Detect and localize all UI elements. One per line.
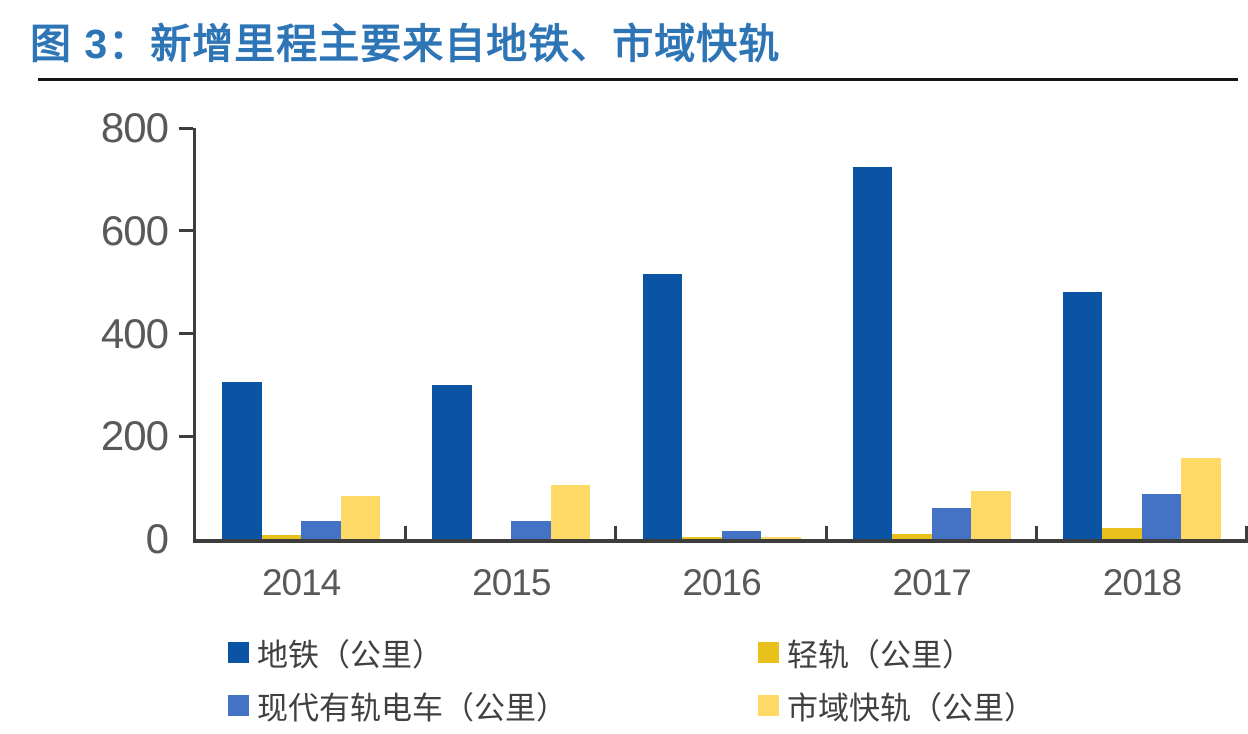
bar-metro-2014 [222, 382, 262, 539]
y-tick-label-200: 200 [100, 412, 169, 460]
category-group-2016 [616, 128, 826, 539]
bar-light-rail-2018 [1102, 527, 1142, 539]
bar-suburban-rapid-rail-2015 [550, 485, 591, 539]
bar-light-rail-2017 [892, 533, 932, 539]
y-tick-200 [179, 434, 193, 438]
legend-label-modern-tram: 现代有轨电车（公里） [257, 691, 567, 726]
x-tick-label-2017: 2017 [892, 562, 972, 603]
x-axis-line [193, 539, 1248, 543]
bar-suburban-rapid-rail-2017 [971, 490, 1011, 539]
bar-suburban-rapid-rail-2018 [1181, 457, 1221, 539]
x-tick-5 [1245, 526, 1248, 539]
legend-item-modern-tram: 现代有轨电车（公里） [228, 683, 758, 728]
y-tick-400 [179, 332, 193, 335]
bar-modern-tram-2015 [511, 520, 551, 539]
x-tick-3 [824, 526, 828, 539]
legend-label-metro: 地铁（公里） [257, 638, 443, 673]
bar-modern-tram-2017 [931, 507, 972, 539]
bar-light-rail-2014 [261, 534, 302, 539]
bar-modern-tram-2014 [301, 520, 341, 539]
plot-area [196, 128, 1247, 539]
x-tick-label-2015: 2015 [472, 562, 551, 603]
category-group-2018 [1037, 128, 1247, 539]
legend-swatch-light-rail [758, 642, 779, 663]
x-tick-2 [614, 526, 618, 539]
legend-label-light-rail: 轻轨（公里） [787, 638, 973, 673]
x-tick-label-2018: 2018 [1102, 562, 1182, 603]
legend-item-suburban-rapid-rail: 市域快轨（公里） [758, 683, 1218, 728]
category-group-2015 [406, 128, 616, 539]
bar-suburban-rapid-rail-2014 [340, 495, 381, 539]
y-axis-line [193, 128, 196, 541]
legend-item-light-rail: 轻轨（公里） [758, 630, 1218, 675]
bar-modern-tram-2018 [1141, 493, 1182, 539]
category-group-2017 [827, 128, 1037, 539]
bar-metro-2017 [852, 166, 893, 539]
legend: 地铁（公里） 轻轨（公里） 现代有轨电车（公里） 市域快轨（公里） [228, 630, 1218, 728]
x-axis-tick-labels: 2014 2015 2016 2017 2018 [196, 562, 1247, 604]
bar-metro-2016 [642, 274, 682, 539]
figure-title: 图 3：新增里程主要来自地铁、市域快轨 [30, 21, 781, 67]
legend-swatch-metro [228, 642, 249, 663]
bar-modern-tram-2016 [721, 531, 761, 539]
y-tick-label-400: 400 [100, 309, 169, 357]
x-tick-1 [404, 526, 408, 539]
bar-metro-2015 [432, 384, 472, 539]
y-tick-label-800: 800 [100, 104, 169, 151]
category-group-2014 [196, 128, 406, 539]
legend-swatch-suburban-rapid-rail [758, 695, 779, 716]
bar-metro-2018 [1062, 292, 1103, 539]
y-tick-800 [179, 126, 193, 130]
y-tick-600 [179, 229, 193, 233]
legend-item-metro: 地铁（公里） [228, 630, 758, 675]
y-tick-label-0: 0 [145, 515, 169, 562]
x-tick-label-2016: 2016 [682, 562, 761, 603]
x-tick-4 [1034, 526, 1038, 539]
legend-label-suburban-rapid-rail: 市域快轨（公里） [787, 691, 1035, 726]
bar-light-rail-2016 [682, 537, 722, 539]
title-underline [38, 78, 1238, 81]
bar-suburban-rapid-rail-2016 [761, 536, 801, 539]
legend-swatch-modern-tram [228, 695, 249, 716]
y-tick-label-600: 600 [100, 206, 169, 254]
x-tick-label-2014: 2014 [261, 562, 341, 603]
